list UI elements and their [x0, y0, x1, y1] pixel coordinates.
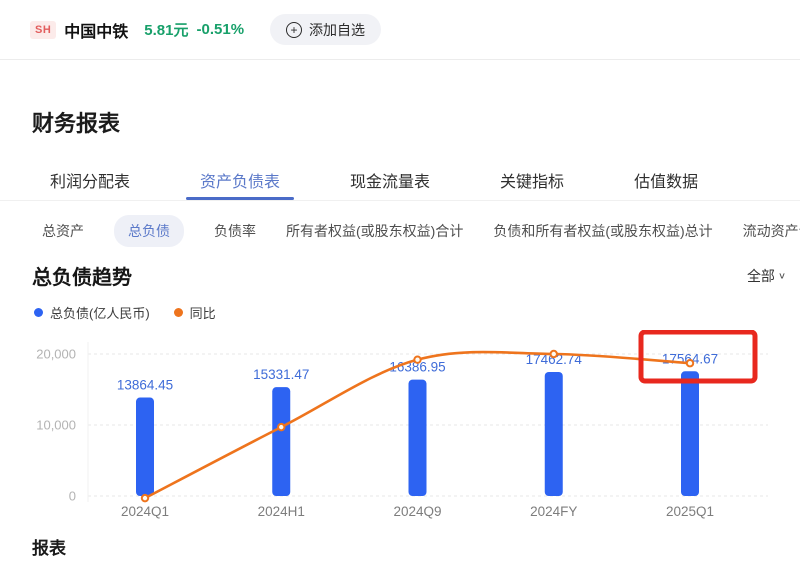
yoy-marker-2024Q1[interactable] — [140, 493, 150, 503]
legend-dot-blue — [34, 308, 43, 317]
y-axis-tick-label: 20,000 — [36, 347, 76, 362]
range-dropdown-label: 全部 — [746, 267, 775, 284]
gridlines: 0 10,000 20,000 — [36, 342, 768, 504]
yoy-marker-2024FY[interactable] — [549, 349, 558, 359]
report-tabs: 利润分配表 资产负债表 现金流量表 关键指标 估值数据 — [0, 160, 800, 201]
plus-circle-icon: + — [286, 21, 303, 38]
stock-name: 中国中铁 — [64, 23, 129, 41]
highlight-annotation-box — [638, 329, 758, 384]
bar-2024Q9[interactable] — [408, 379, 427, 496]
liabilities-bars[interactable] — [136, 371, 699, 496]
x-axis-tick-label: 2024FY — [530, 504, 577, 519]
x-axis-tick-label: 2024Q1 — [121, 504, 169, 519]
metric-subtabs: 总资产 总负债 负债率 所有者权益(或股东权益)合计 负债和所有者权益(或股东权… — [0, 213, 800, 249]
report-table-heading: 报表 — [32, 539, 66, 558]
legend-label: 同比 — [189, 306, 216, 321]
legend-item-yoy[interactable]: 同比 — [173, 303, 216, 322]
x-axis-tick-label: 2024Q9 — [393, 504, 441, 519]
legend-label: 总负债(亿人民币) — [50, 306, 150, 321]
bar-value-label: 13864.45 — [117, 378, 173, 393]
subtab-current-assets-total[interactable]: 流动资产合计 — [742, 223, 800, 239]
bar-value-label: 15331.47 — [253, 367, 309, 382]
subtab-debt-ratio[interactable]: 负债率 — [214, 223, 256, 239]
liabilities-trend-chart[interactable]: 0 10,000 20,000 13864.45 15331.47 16386.95 174… — [0, 329, 800, 535]
trend-section-header: 总负债趋势 全部 ∨ — [32, 261, 786, 290]
tab-key-indicators[interactable]: 关键指标 — [500, 174, 565, 191]
legend-dot-orange — [173, 308, 183, 317]
yoy-marker-2025Q1[interactable] — [685, 359, 695, 368]
bar-2024FY[interactable] — [544, 372, 563, 496]
bar-2025Q1[interactable] — [681, 371, 699, 496]
legend-item-total-liabilities[interactable]: 总负债(亿人民币) — [34, 303, 150, 322]
y-axis-tick-label: 0 — [69, 489, 76, 504]
subtab-total-liabilities[interactable]: 总负债 — [114, 215, 184, 247]
bar-2024H1[interactable] — [272, 387, 291, 496]
tab-valuation-data[interactable]: 估值数据 — [634, 174, 699, 191]
subtab-owners-equity-total[interactable]: 所有者权益(或股东权益)合计 — [286, 223, 464, 239]
yoy-line[interactable] — [140, 349, 695, 503]
page-title: 财务报表 — [32, 111, 121, 136]
range-dropdown[interactable]: 全部 ∨ — [747, 266, 786, 286]
x-axis-tick-label: 2025Q1 — [666, 504, 714, 519]
y-axis-tick-label: 10,000 — [36, 418, 76, 433]
tab-profit-distribution[interactable]: 利润分配表 — [50, 174, 131, 191]
tab-cash-flow[interactable]: 现金流量表 — [350, 174, 431, 191]
stock-change-percent: -0.51% — [196, 21, 245, 38]
bar-value-label: 17462.74 — [526, 352, 583, 367]
x-axis-labels: 2024Q1 2024H1 2024Q9 2024FY 2025Q1 — [121, 504, 714, 519]
yoy-marker-2024H1[interactable] — [277, 422, 286, 432]
chart-legend: 总负债(亿人民币) 同比 — [34, 303, 216, 322]
bar-2024Q1[interactable] — [136, 397, 154, 496]
yoy-marker-2024Q9[interactable] — [413, 355, 422, 364]
add-watchlist-button[interactable]: + 添加自选 — [270, 14, 382, 45]
tab-balance-sheet[interactable]: 资产负债表 — [186, 160, 295, 200]
x-axis-tick-label: 2024H1 — [258, 504, 305, 519]
stock-header-bar: SH 中国中铁 5.81元 -0.51% + 添加自选 — [0, 0, 800, 60]
add-watchlist-label: 添加自选 — [309, 21, 366, 38]
chevron-down-icon: ∨ — [777, 271, 786, 281]
trend-title: 总负债趋势 — [32, 267, 132, 289]
exchange-badge: SH — [30, 20, 57, 39]
subtab-total-assets[interactable]: 总资产 — [42, 223, 84, 239]
stock-price: 5.81元 — [144, 22, 189, 39]
subtab-liabilities-and-equity-total[interactable]: 负债和所有者权益(或股东权益)总计 — [493, 223, 713, 239]
